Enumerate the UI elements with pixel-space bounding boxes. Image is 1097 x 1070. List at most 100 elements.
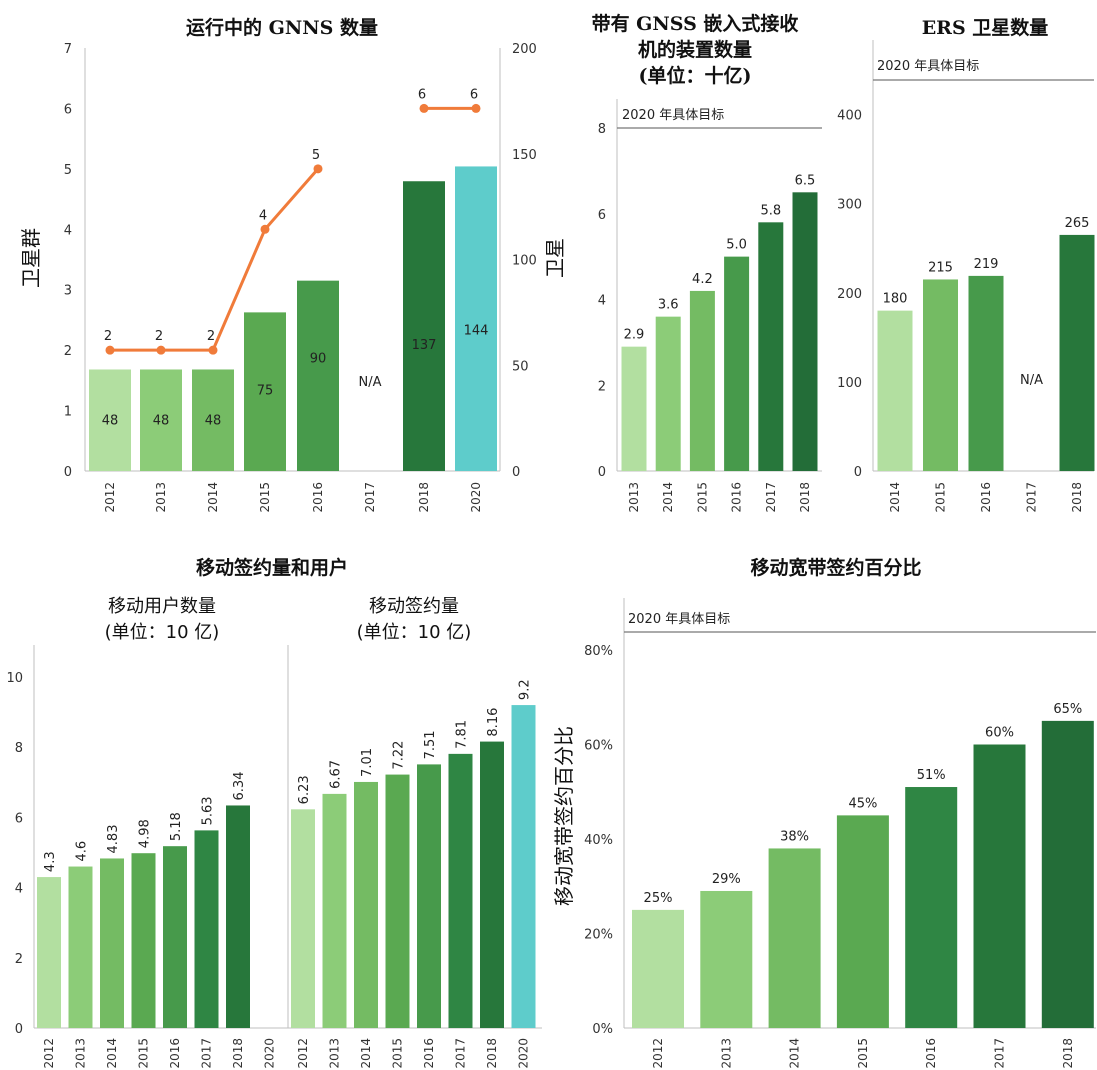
mobile-bar-label: 6.23 [297,775,312,804]
mobile-x-tick: 2012 [296,1038,310,1069]
mobile-panel-subtitle: 移动用户数量 [108,596,216,617]
mobile-x-tick: 2014 [105,1038,119,1069]
gnss-title: 运行中的 GNNS 数量 [186,16,378,39]
mobile-bar [226,805,250,1028]
mobile-y-tick: 0 [15,1022,23,1037]
gnss-bar [403,181,445,471]
ers-target-label: 2020 年具体目标 [877,59,979,74]
gnss-line-point [471,103,481,113]
mobile-panel-subtitle: 移动签约量 [369,596,459,617]
gnss-line-label: 2 [104,329,112,344]
gnss-bar [297,280,339,471]
broadband-x-tick: 2015 [856,1038,870,1069]
receivers-bar-label: 3.6 [658,298,679,313]
broadband-x-tick: 2013 [719,1038,733,1069]
gnss-bar [455,166,497,471]
mobile-x-tick: 2012 [42,1038,56,1069]
receivers-x-tick: 2018 [798,482,812,513]
ers-x-tick: 2017 [1025,482,1039,513]
mobile-y-tick: 4 [15,882,23,897]
mobile-y-tick: 8 [15,741,23,756]
mobile-bar-label: 7.01 [360,748,375,777]
gnss-bar-label: 90 [310,352,327,367]
mobile-bar [37,877,61,1028]
ers-y-tick: 0 [854,465,862,480]
mobile-bar-label: 4.98 [138,819,153,848]
broadband-title: 移动宽带签约百分比 [750,556,921,579]
mobile-bar [448,753,473,1028]
mobile-bar [163,846,187,1028]
mobile-x-tick: 2016 [422,1038,436,1069]
ers-x-tick: 2015 [934,482,948,513]
mobile-y-tick: 2 [15,952,23,967]
broadband-bar-label: 51% [917,768,946,783]
gnss-left-tick: 7 [64,42,72,57]
gnss-left-tick: 4 [64,223,72,238]
mobile-x-tick: 2017 [200,1038,214,1069]
gnss-bar-label: 144 [464,323,489,338]
mobile-x-tick: 2013 [74,1038,88,1069]
mobile-x-tick: 2020 [263,1038,277,1069]
ers-title: ERS 卫星数量 [922,16,1049,39]
gnss-line-label: 5 [312,148,320,163]
gnss-line-label: 2 [155,329,163,344]
receivers-title: 机的装置数量 [638,38,752,61]
receivers-bar [758,222,784,471]
gnss-x-tick: 2016 [311,482,325,513]
mobile-bar [322,793,347,1028]
mobile-x-tick: 2016 [168,1038,182,1069]
gnss-x-tick: 2014 [206,482,220,513]
gnss-left-tick: 6 [64,102,72,117]
gnss-bar-label: 137 [412,338,437,353]
mobile-x-tick: 2015 [137,1038,151,1069]
mobile-bar [385,774,410,1028]
ers-bar-label: 265 [1065,216,1090,231]
gnss-bar-label: 48 [205,413,222,428]
mobile-x-tick: 2013 [328,1038,342,1069]
gnss-right-tick: 50 [512,359,529,374]
receivers-x-tick: 2014 [661,482,675,513]
ers-y-tick: 100 [837,376,862,391]
receivers-bar [655,316,681,471]
mobile-bar-label: 5.63 [201,796,216,825]
ers-bar-na-label: N/A [1020,373,1043,388]
ers-bar-label: 180 [883,292,908,307]
broadband-bar [973,744,1026,1028]
gnss-line-label: 6 [470,87,478,102]
gnss-bar [140,369,182,471]
broadband-y-tick: 80% [584,644,613,659]
mobile-bar [417,764,441,1028]
gnss-line-point [313,164,323,174]
mobile-bar-label: 4.83 [106,825,121,854]
broadband-y-tick: 20% [584,928,613,943]
receivers-bar-label: 5.0 [726,238,747,253]
gnss-line-series [110,167,320,352]
gnss-x-tick: 2020 [469,482,483,513]
broadband-bar [768,848,821,1028]
mobile-bar-label: 7.22 [392,741,407,770]
receivers-y-tick: 8 [598,122,606,137]
mobile-bar [68,866,93,1028]
gnss-x-tick: 2013 [154,482,168,513]
gnss-line-point [156,345,166,355]
gnss-line-point [208,345,218,355]
gnss-line-point [260,224,270,234]
receivers-bar-label: 2.9 [624,328,645,343]
mobile-bar-label: 5.18 [169,812,184,841]
mobile-panel-subtitle: (单位：10 亿) [357,622,472,643]
broadband-x-tick: 2012 [651,1038,665,1069]
receivers-y-tick: 4 [598,294,606,309]
mobile-x-tick: 2014 [359,1038,373,1069]
mobile-bar-label: 4.6 [75,841,90,862]
mobile-bar-label: 6.34 [232,772,247,801]
broadband-y-tick: 40% [584,833,613,848]
gnss-line-label: 2 [207,329,215,344]
broadband-bar [632,909,684,1028]
mobile-bar [354,781,378,1028]
ers-bar [877,310,913,471]
gnss-bar-label: 48 [153,413,170,428]
gnss-bar-label: 75 [257,383,274,398]
mobile-panel-subtitle: (单位：10 亿) [105,622,220,643]
broadband-x-tick: 2018 [1061,1038,1075,1069]
